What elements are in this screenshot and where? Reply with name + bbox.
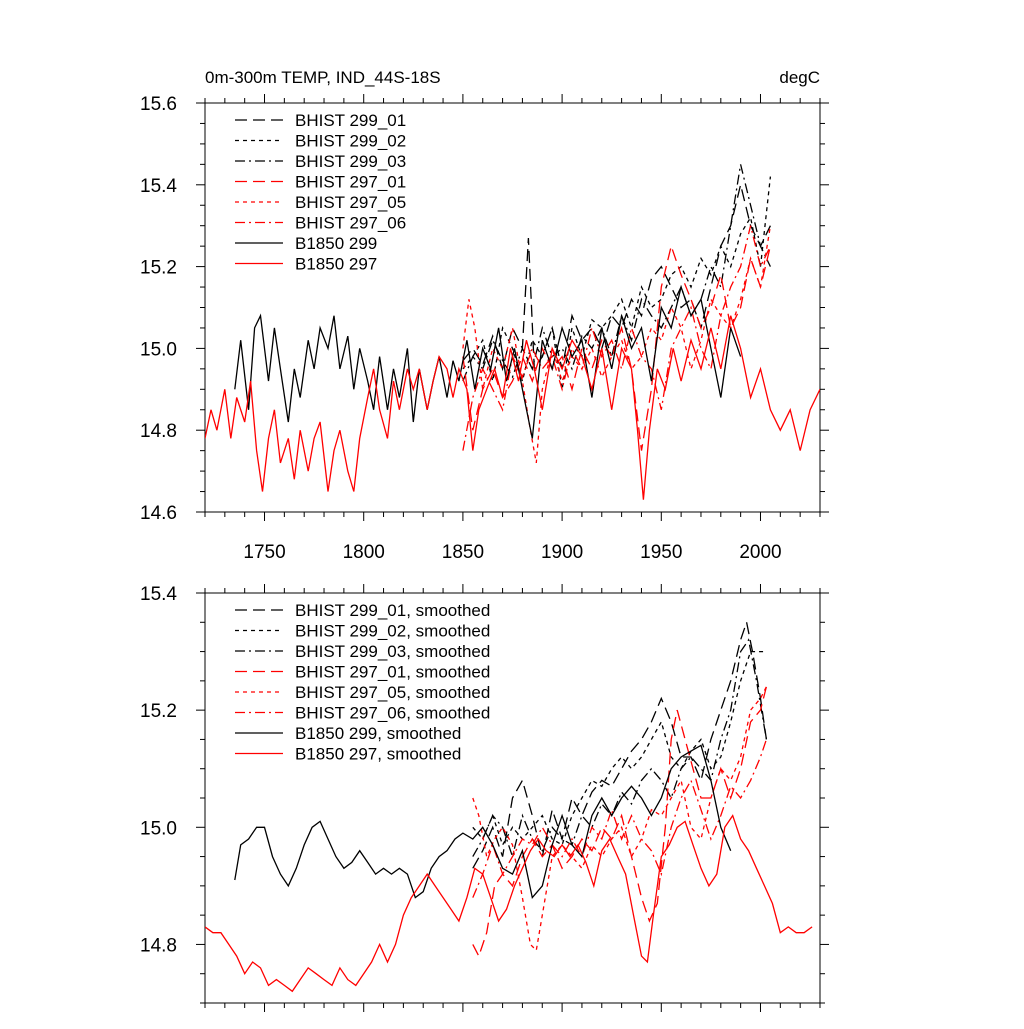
panel-1-legend-label: BHIST 299_03, smoothed (295, 642, 490, 661)
panel-1-y-tick-label: 15.2 (140, 701, 177, 722)
panel-1-series-line-b1850-297-smoothed (205, 814, 813, 993)
panel-0-legend-label: B1850 297 (295, 255, 377, 274)
panel-0-y-tick-label: 15.2 (140, 258, 177, 279)
panel-1-series-line-bhist-299-03-smoothed (472, 638, 768, 859)
panel-0-y-tick-label: 15.0 (140, 339, 177, 360)
panel-0-series-line-bhist-297-06 (462, 225, 771, 451)
panel-0-legend-label: BHIST 299_01 (295, 111, 406, 130)
panel-1-legend-label: B1850 299, smoothed (295, 724, 461, 743)
panel-1-legend-label: BHIST 299_02, smoothed (295, 622, 490, 641)
panel-1-legend-label: B1850 297, smoothed (295, 745, 461, 764)
panel-1-series-line-b1850-299-smoothed (234, 744, 732, 900)
panel-0-legend-label: B1850 299 (295, 234, 377, 253)
panel-0-chart-title: 0m-300m TEMP, IND_44S-18S (205, 68, 441, 87)
panel-0-series-line-bhist-299-01 (462, 184, 771, 372)
panel-0-legend-label: BHIST 299_02 (295, 132, 406, 151)
panel-0-legend-label: BHIST 299_03 (295, 152, 406, 171)
panel-1-y-tick-label: 15.4 (140, 584, 177, 605)
panel-1-legend-label: BHIST 299_01, smoothed (295, 601, 490, 620)
panel-0-x-tick-label: 1850 (442, 542, 484, 563)
panel-1-legend-label: BHIST 297_06, smoothed (295, 704, 490, 723)
panel-0-x-tick-label: 1950 (640, 542, 682, 563)
panel-0-series-line-b1850-299 (234, 284, 742, 439)
panel-0-series-line-b1850-297 (205, 315, 820, 500)
panel-1-y-tick-label: 14.8 (140, 935, 177, 956)
panel-0-x-tick-label: 1800 (343, 542, 385, 563)
panel-0-units-label: degC (779, 68, 820, 87)
panel-1-series-line-bhist-297-01-smoothed (472, 686, 768, 958)
panel-1-legend-label: BHIST 297_01, smoothed (295, 663, 490, 682)
panel-1-series-line-bhist-299-01-smoothed (472, 619, 768, 869)
panel-0-x-tick-label: 1900 (541, 542, 583, 563)
panel-0-y-tick-label: 15.4 (140, 176, 177, 197)
panel-1-series-line-bhist-299-02-smoothed (472, 650, 767, 847)
panel-0-y-tick-label: 14.8 (140, 421, 177, 442)
panel-0-legend-label: BHIST 297_06 (295, 214, 406, 233)
panel-0-legend-label: BHIST 297_05 (295, 193, 406, 212)
panel-0-y-tick-label: 15.6 (140, 94, 177, 115)
panel-1-series-line-bhist-297-05-smoothed (472, 686, 767, 952)
panel-0-series-line-bhist-297-05 (462, 225, 772, 464)
panel-0-x-tick-label: 2000 (739, 542, 781, 563)
panel-1-legend-label: BHIST 297_05, smoothed (295, 683, 490, 702)
panel-top: 0m-300m TEMP, IND_44S-18S degC 1750 1800 185… (140, 68, 829, 563)
panel-1-y-tick-label: 15.0 (140, 818, 177, 839)
panel-0-y-tick-label: 14.6 (140, 503, 177, 524)
panel-0-legend-label: BHIST 297_01 (295, 173, 406, 192)
panel-1-series-line-bhist-297-06-smoothed (472, 739, 768, 898)
panel-bottom: 14.8 15.0 15.2 15.4 BHIST 299_01, smoothed BH… (140, 584, 829, 1012)
panel-0-x-tick-label: 1750 (243, 542, 285, 563)
